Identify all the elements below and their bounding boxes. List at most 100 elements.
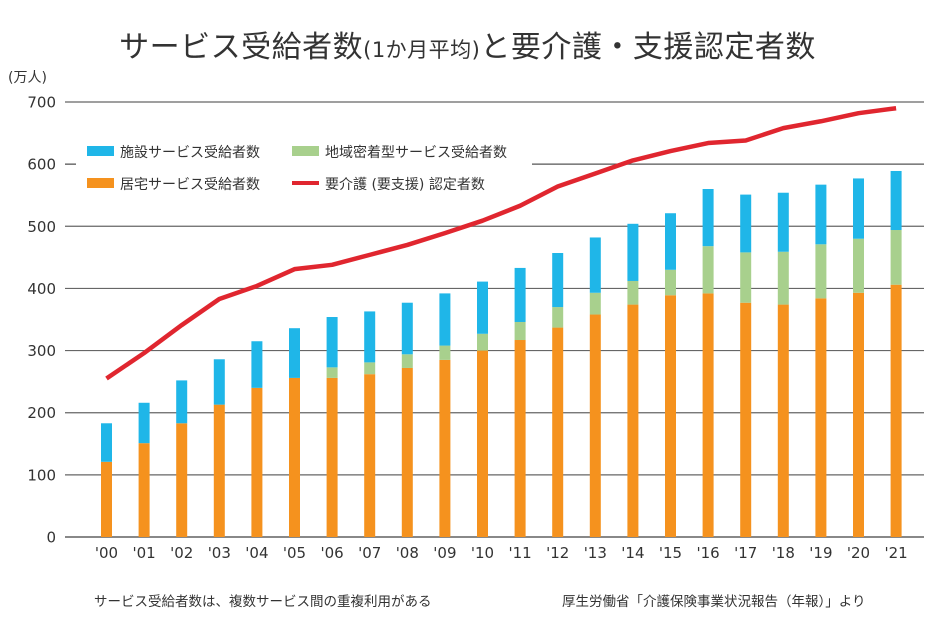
bar-facility-service xyxy=(665,213,676,270)
bar-community-service xyxy=(326,367,338,378)
y-tick-label: 400 xyxy=(27,280,56,298)
bar-home-service xyxy=(890,284,902,537)
bar-facility-service xyxy=(439,293,451,346)
bar-community-service xyxy=(890,230,902,285)
bar-facility-service xyxy=(251,341,263,388)
y-tick-label: 0 xyxy=(46,529,56,547)
bar-home-service xyxy=(815,298,827,537)
y-axis-unit: (万人) xyxy=(8,70,47,86)
x-tick-label: '15 xyxy=(659,544,682,562)
x-tick-label: '07 xyxy=(358,544,381,562)
x-tick-label: '03 xyxy=(208,544,231,562)
bar-community-service xyxy=(777,251,789,305)
y-axis: 0 100 200 300 400 500 600 700 xyxy=(27,94,56,547)
bar-home-service xyxy=(740,302,752,537)
bar-facility-service xyxy=(853,178,864,239)
legend-label-facility: 施設サービス受給者数 xyxy=(120,145,260,161)
bar-community-service xyxy=(740,252,752,303)
bar-community-service xyxy=(589,292,601,315)
x-tick-label: '04 xyxy=(245,544,268,562)
y-tick-label: 700 xyxy=(27,94,56,112)
legend-swatch-facility xyxy=(87,146,114,156)
bars xyxy=(101,170,902,537)
source-note: 厚生労働省「介護保険事業状況報告（年報）」より xyxy=(562,594,865,610)
bar-community-service xyxy=(439,345,451,360)
bar-facility-service xyxy=(777,192,789,252)
gridlines xyxy=(65,101,924,538)
bar-home-service xyxy=(665,295,676,537)
bar-community-service xyxy=(815,244,827,299)
bar-facility-service xyxy=(740,194,752,253)
bar-facility-service xyxy=(138,402,150,444)
x-tick-label: '19 xyxy=(809,544,832,562)
bar-home-service xyxy=(514,340,526,537)
legend: 施設サービス受給者数 地域密着型サービス受給者数 居宅サービス受給者数 要介護 … xyxy=(87,144,507,193)
bar-community-service xyxy=(702,246,714,294)
y-tick-label: 600 xyxy=(27,156,56,174)
x-tick-label: '10 xyxy=(471,544,494,562)
x-tick-label: '09 xyxy=(433,544,456,562)
bar-home-service xyxy=(477,350,488,537)
x-tick-label: '08 xyxy=(396,544,419,562)
x-tick-label: '12 xyxy=(546,544,569,562)
x-tick-label: '20 xyxy=(847,544,870,562)
bar-home-service xyxy=(326,377,338,537)
line-series xyxy=(105,105,897,381)
x-tick-label: '02 xyxy=(170,544,193,562)
bar-facility-service xyxy=(364,311,376,363)
y-tick-label: 100 xyxy=(27,466,56,484)
bar-home-service xyxy=(176,423,188,537)
bar-community-service xyxy=(364,362,376,375)
x-tick-label: '17 xyxy=(734,544,757,562)
bar-facility-service xyxy=(627,223,639,281)
bar-home-service xyxy=(213,404,225,537)
bar-home-service xyxy=(439,359,451,537)
title-main: サービス受給者数 xyxy=(119,30,364,65)
x-tick-label: '18 xyxy=(772,544,795,562)
legend-swatch-certified xyxy=(292,181,319,185)
x-tick-label: '14 xyxy=(621,544,644,562)
bar-community-service xyxy=(552,307,564,328)
bar-facility-service xyxy=(514,267,526,322)
bar-home-service xyxy=(401,367,413,537)
bar-home-service xyxy=(589,314,601,537)
x-tick-label: '16 xyxy=(696,544,719,562)
x-tick-label: '00 xyxy=(95,544,118,562)
x-tick-label: '01 xyxy=(132,544,155,562)
bar-home-service xyxy=(552,327,564,537)
bar-facility-service xyxy=(213,359,225,405)
y-tick-label: 300 xyxy=(27,342,56,360)
x-tick-label: '13 xyxy=(584,544,607,562)
line-certified-count xyxy=(105,105,897,381)
x-tick-label: '05 xyxy=(283,544,306,562)
bar-community-service xyxy=(665,269,676,296)
bar-home-service xyxy=(853,292,864,537)
bar-facility-service xyxy=(101,423,112,462)
bar-facility-service xyxy=(176,380,188,424)
title-tail: と要介護・支援認定者数 xyxy=(480,30,816,65)
bar-community-service xyxy=(401,354,413,368)
bar-facility-service xyxy=(289,328,300,378)
chart-title: サービス受給者数(1か月平均)と要介護・支援認定者数 xyxy=(0,22,935,66)
x-tick-label: '06 xyxy=(320,544,343,562)
bar-community-service xyxy=(514,321,526,341)
bar-facility-service xyxy=(401,302,413,355)
bar-home-service xyxy=(627,304,639,537)
title-paren: (1か月平均) xyxy=(363,38,481,62)
bar-home-service xyxy=(101,461,112,537)
y-tick-label: 200 xyxy=(27,404,56,422)
legend-swatch-community xyxy=(292,146,319,156)
bar-home-service xyxy=(289,377,300,537)
legend-label-home: 居宅サービス受給者数 xyxy=(120,177,260,193)
bar-facility-service xyxy=(477,281,488,334)
bar-facility-service xyxy=(815,184,827,245)
bar-community-service xyxy=(627,280,639,305)
y-tick-label: 500 xyxy=(27,218,56,236)
legend-label-certified: 要介護 (要支援) 認定者数 xyxy=(325,177,485,193)
x-tick-label: '21 xyxy=(884,544,907,562)
bar-facility-service xyxy=(589,237,601,293)
bar-home-service xyxy=(138,443,150,537)
bar-facility-service xyxy=(326,317,338,368)
footnote: サービス受給者数は、複数サービス間の重複利用がある xyxy=(94,593,432,610)
